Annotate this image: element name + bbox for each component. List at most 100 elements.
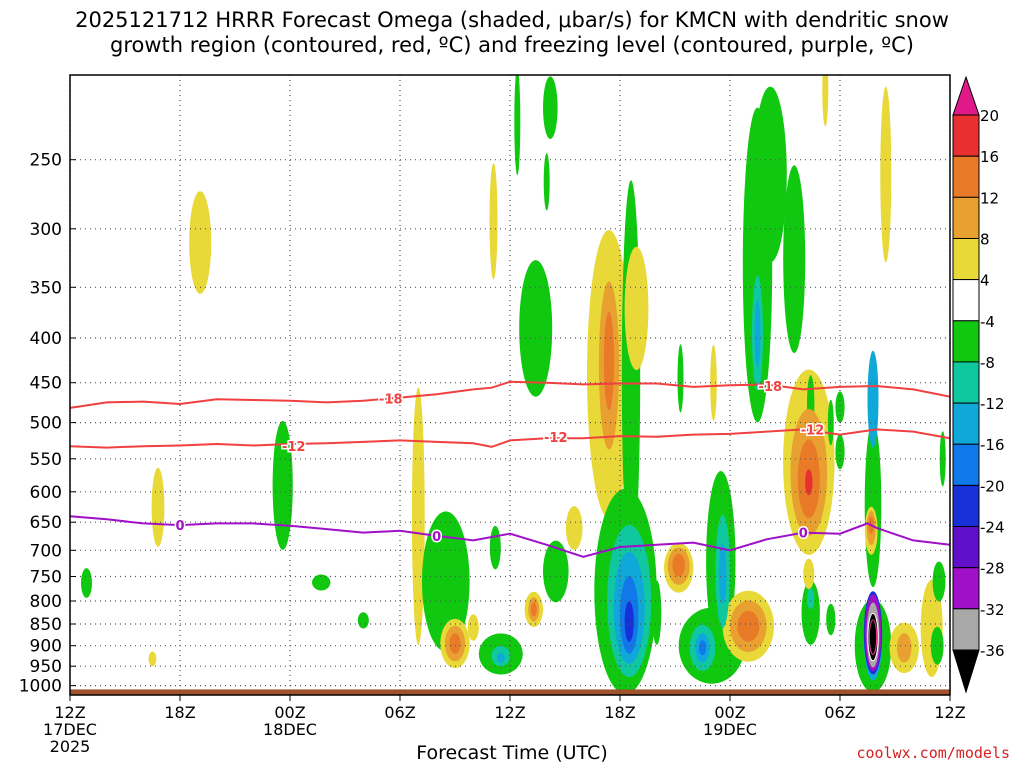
contour-freezing-level-0 (70, 515, 950, 558)
y-tick-label: 500 (30, 414, 62, 434)
colorbar-tick-label: -16 (980, 436, 1005, 454)
omega-region (753, 86, 787, 263)
omega-region (803, 558, 815, 590)
y-tick-label: 900 (30, 637, 62, 657)
omega-region (672, 553, 686, 577)
x-tick-label: 00Z (714, 703, 745, 722)
x-tick-label: 12Z (54, 703, 85, 722)
y-tick-label: 250 (30, 151, 62, 171)
y-tick-label: 550 (30, 450, 62, 470)
colorbar-tick-label: 20 (980, 107, 999, 125)
x-tick-label: 18Z (604, 703, 635, 722)
omega-region (543, 540, 569, 603)
x-tick-label: 19DEC (703, 720, 757, 739)
omega-region (835, 391, 845, 424)
colorbar-tick-label: -8 (980, 354, 995, 372)
omega-region (677, 344, 684, 413)
omega-shading (81, 75, 946, 695)
contour--12 (70, 428, 950, 449)
x-tick-label: 12Z (494, 703, 525, 722)
colorbar-swatch (952, 361, 980, 404)
x-tick-label: 12Z (934, 703, 965, 722)
y-tick-label: 300 (30, 220, 62, 240)
omega-region (835, 434, 845, 470)
omega-region (868, 619, 878, 655)
x-tick-label: 00Z (274, 703, 305, 722)
x-axis-label: Forecast Time (UTC) (416, 742, 608, 764)
x-tick-label: 2025 (50, 737, 91, 756)
colorbar-swatch (952, 279, 980, 322)
omega-region (710, 344, 717, 421)
omega-region (624, 246, 649, 371)
omega-region (151, 467, 165, 547)
ground-layer (70, 689, 950, 695)
y-tick-label: 650 (30, 513, 62, 533)
colorbar-swatch (952, 443, 980, 486)
omega-region (312, 574, 331, 591)
omega-region (807, 588, 815, 610)
omega-region (519, 260, 553, 397)
omega-region (719, 543, 727, 605)
colorbar-swatch (952, 155, 980, 198)
omega-region (652, 580, 662, 645)
colorbar-swatch (952, 196, 980, 240)
temperature-contours (70, 380, 950, 558)
omega-region (272, 420, 293, 550)
omega-region (783, 165, 806, 354)
colorbar-tick-label: 8 (980, 231, 990, 249)
omega-region (489, 525, 501, 570)
x-tick-label: 18Z (164, 703, 195, 722)
omega-region (826, 603, 836, 636)
omega-region (822, 75, 829, 127)
omega-region (422, 511, 470, 652)
omega-region (896, 633, 912, 663)
omega-region (867, 350, 879, 448)
colorbar-tick-label: -20 (980, 477, 1005, 495)
colorbar-tick-label: 4 (980, 272, 990, 290)
contour-labels: -18 -18 -12 -12 -12 0 0 0 (174, 379, 826, 547)
colorbar-tick-label: -24 (980, 519, 1005, 537)
y-axis: 2503003504004505005506006507007508008509… (19, 151, 76, 697)
omega-region (148, 651, 157, 667)
colorbar-swatch (952, 484, 980, 528)
colorbar-swatch (952, 238, 980, 281)
colorbar-tick-label: -28 (980, 560, 1005, 578)
colorbar-tick-label: 16 (980, 148, 999, 166)
contour-label: -12 (801, 423, 825, 438)
omega-region (543, 153, 550, 211)
chart-title-line1: 2025121712 HRRR Forecast Omega (shaded, … (75, 8, 949, 32)
colorbar-tick-label: -4 (980, 313, 995, 331)
omega-region (737, 610, 760, 642)
colorbar-swatch (952, 567, 980, 610)
omega-region (939, 431, 946, 487)
omega-region (357, 612, 369, 629)
colorbar-tick-label: -32 (980, 601, 1005, 619)
contour-label: -12 (544, 431, 568, 446)
omega-region (603, 311, 615, 411)
omega-region (496, 653, 505, 663)
y-tick-label: 850 (30, 615, 62, 635)
contour-label: 0 (799, 527, 808, 542)
omega-region (698, 640, 707, 656)
ground-fill (70, 689, 950, 695)
omega-region (754, 299, 761, 367)
credit-text[interactable]: coolwx.com/models (856, 744, 1010, 762)
omega-region (189, 191, 212, 294)
omega-region (514, 75, 521, 176)
contour-label: 0 (175, 519, 184, 534)
omega-region (930, 626, 944, 665)
x-tick-label: 18DEC (263, 720, 317, 739)
omega-region (81, 568, 92, 598)
y-tick-label: 600 (30, 483, 62, 503)
colorbar-tick-label: -12 (980, 395, 1005, 413)
y-tick-label: 750 (30, 568, 62, 588)
colorbar-swatch (952, 320, 980, 363)
x-tick-label: 06Z (384, 703, 415, 722)
omega-region (801, 580, 820, 645)
omega-region (543, 76, 558, 139)
y-tick-label: 350 (30, 278, 62, 298)
omega-region (530, 602, 537, 617)
omega-region (489, 163, 498, 280)
colorbar-tick-label: 12 (980, 189, 999, 207)
omega-region (449, 633, 461, 654)
